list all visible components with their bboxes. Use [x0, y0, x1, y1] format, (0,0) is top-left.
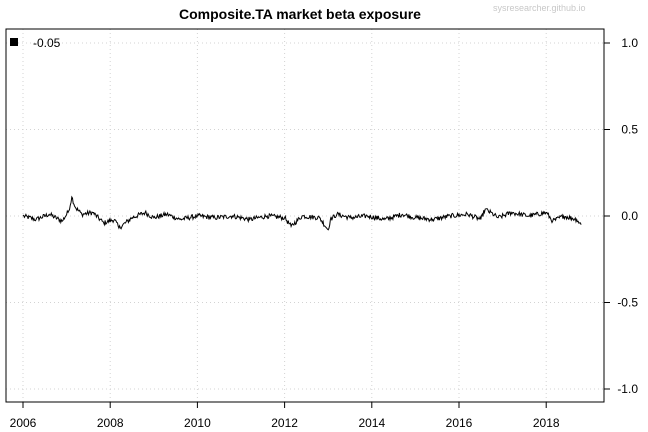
- x-axis: 2006 2008 2010 2012 2014 2016 2018: [10, 402, 560, 430]
- y-axis: 1.0 0.5 0.0 -0.5 -1.0: [604, 36, 638, 396]
- series-group: [22, 195, 582, 231]
- x-tick-label: 2008: [97, 416, 124, 430]
- x-tick-label: 2006: [10, 416, 37, 430]
- y-tick-label: 0.5: [621, 123, 638, 137]
- y-tick-label: 1.0: [621, 36, 638, 50]
- y-tick-label: 0.0: [621, 209, 638, 223]
- legend-label: -0.05: [33, 36, 61, 50]
- x-tick-label: 2012: [271, 416, 298, 430]
- series-line: [22, 195, 582, 231]
- legend: -0.05: [10, 36, 61, 50]
- chart-title: Composite.TA market beta exposure: [179, 6, 421, 22]
- x-tick-label: 2010: [184, 416, 211, 430]
- y-tick-label: -1.0: [617, 382, 638, 396]
- x-tick-label: 2014: [358, 416, 385, 430]
- x-tick-label: 2016: [446, 416, 473, 430]
- watermark-text: sysresearcher.github.io: [493, 3, 586, 13]
- legend-swatch: [10, 38, 18, 46]
- x-tick-label: 2018: [533, 416, 560, 430]
- y-tick-label: -0.5: [617, 296, 638, 310]
